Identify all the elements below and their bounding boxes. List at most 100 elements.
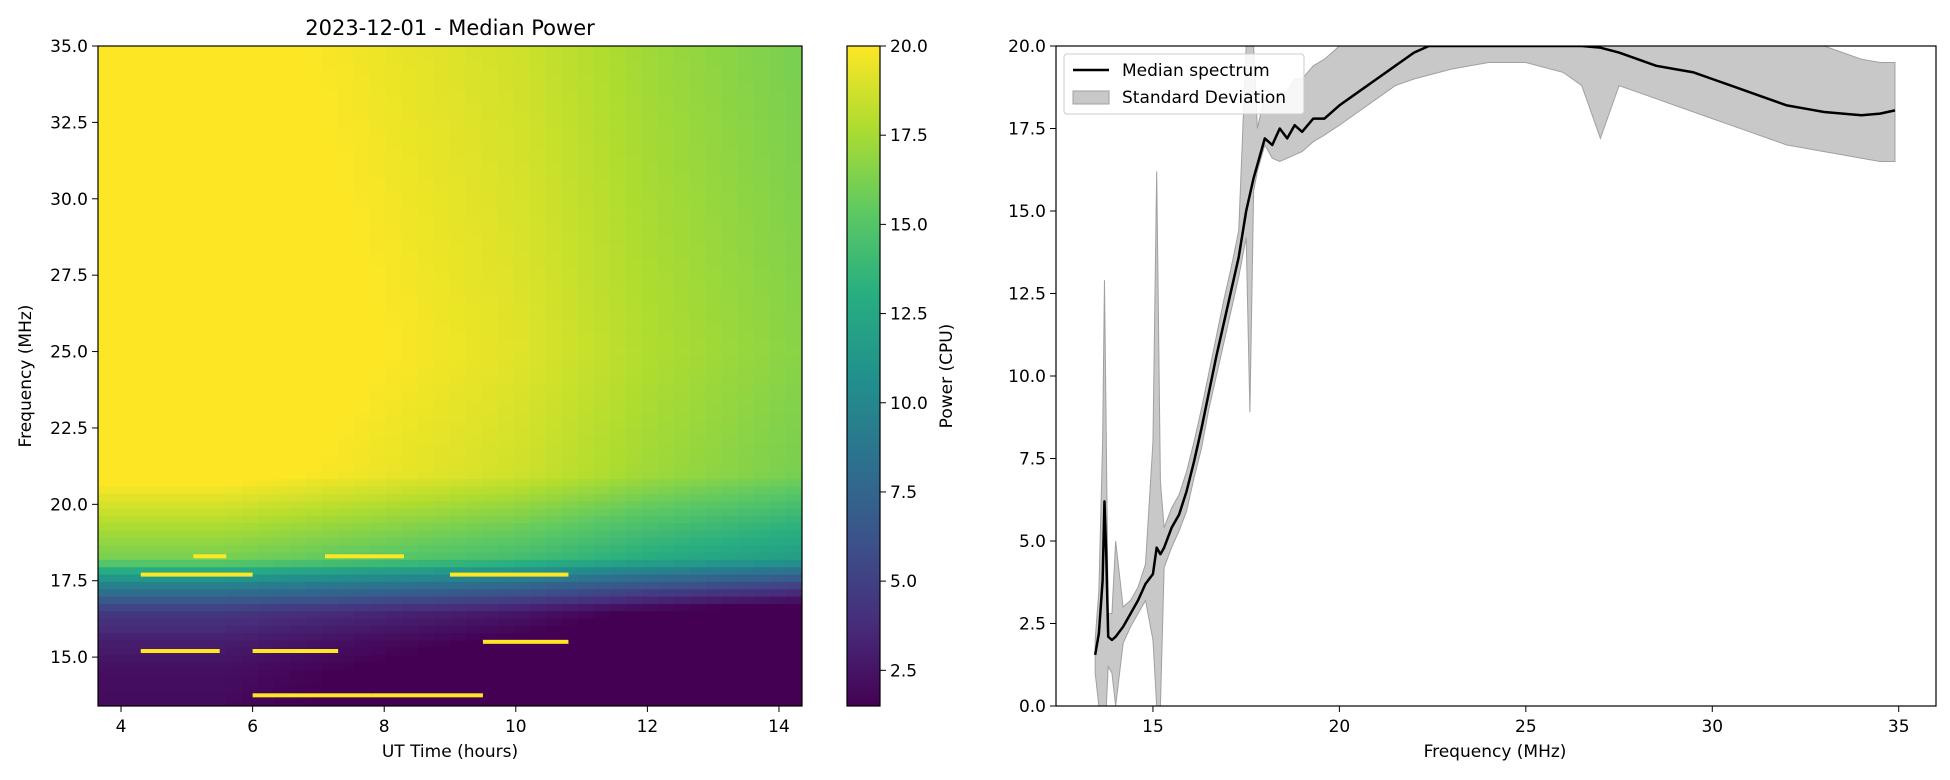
heatmap-cell: [754, 596, 771, 604]
heatmap-cell: [594, 178, 611, 186]
heatmap-cell: [498, 603, 515, 611]
heatmap-cell: [546, 97, 563, 105]
heatmap-cell: [690, 552, 707, 560]
heatmap-cell: [514, 251, 531, 259]
heatmap-cell: [402, 391, 419, 399]
heatmap-cell: [354, 383, 371, 391]
heatmap-cell: [306, 200, 323, 208]
heatmap-cell: [626, 552, 643, 560]
heatmap-cell: [690, 603, 707, 611]
heatmap-cell: [226, 391, 243, 399]
heatmap-cell: [578, 229, 595, 237]
heatmap-cell: [354, 295, 371, 303]
heatmap-cell: [274, 273, 291, 281]
heatmap-cell: [418, 383, 435, 391]
heatmap-cell: [386, 383, 403, 391]
heatmap-cell: [274, 237, 291, 245]
heatmap-cell: [594, 618, 611, 626]
heatmap-cell: [482, 420, 499, 428]
heatmap-cell: [594, 215, 611, 223]
heatmap-cell: [146, 618, 163, 626]
heatmap-cell: [674, 229, 691, 237]
heatmap-cell: [658, 376, 675, 384]
heatmap-cell: [498, 398, 515, 406]
heatmap-cell: [146, 222, 163, 230]
heatmap-cell: [706, 640, 723, 648]
heatmap-cell: [322, 640, 339, 648]
heatmap-cell: [226, 215, 243, 223]
heatmap-cell: [98, 405, 115, 413]
heatmap-cell: [530, 134, 547, 142]
heatmap-cell: [706, 347, 723, 355]
heatmap-cell: [354, 669, 371, 677]
heatmap-cell: [626, 97, 643, 105]
heatmap-cell: [466, 508, 483, 516]
heatmap-cell: [242, 332, 259, 340]
heatmap-cell: [514, 244, 531, 252]
heatmap-cell: [242, 376, 259, 384]
heatmap-cell: [258, 515, 275, 523]
heatmap-cell: [242, 618, 259, 626]
heatmap-cell: [210, 493, 227, 501]
heatmap-cell: [306, 640, 323, 648]
heatmap-cell: [210, 369, 227, 377]
heatmap-cell: [338, 266, 355, 274]
heatmap-cell: [402, 354, 419, 362]
heatmap-cell: [690, 457, 707, 465]
heatmap-cell: [674, 464, 691, 472]
heatmap-cell: [178, 317, 195, 325]
heatmap-cell: [642, 398, 659, 406]
heatmap-cell: [450, 515, 467, 523]
heatmap-cell: [722, 46, 739, 54]
heatmap-cell: [786, 369, 803, 377]
heatmap-cell: [706, 259, 723, 267]
heatmap-cell: [210, 625, 227, 633]
heatmap-cell: [594, 105, 611, 113]
heatmap-cell: [386, 647, 403, 655]
heatmap-cell: [610, 171, 627, 179]
heatmap-cell: [626, 611, 643, 619]
heatmap-cell: [562, 339, 579, 347]
heatmap-cell: [354, 75, 371, 83]
heatmap-cell: [674, 200, 691, 208]
heatmap-cell: [418, 83, 435, 91]
heatmap-cell: [658, 391, 675, 399]
heatmap-cell: [546, 398, 563, 406]
heatmap-cell: [274, 457, 291, 465]
heatmap-cell: [306, 112, 323, 120]
heatmap-cell: [722, 141, 739, 149]
heatmap-cell: [130, 61, 147, 69]
heatmap-cell: [530, 464, 547, 472]
heatmap-cell: [642, 449, 659, 457]
heatmap-cell: [354, 493, 371, 501]
heatmap-cell: [514, 493, 531, 501]
heatmap-cell: [610, 185, 627, 193]
heatmap-cell: [610, 163, 627, 171]
heatmap-cell: [626, 457, 643, 465]
heatmap-cell: [114, 193, 131, 201]
heatmap-cell: [258, 574, 275, 582]
heatmap-cell: [274, 332, 291, 340]
heatmap-cell: [322, 237, 339, 245]
heatmap-cell: [498, 647, 515, 655]
heatmap-cell: [626, 603, 643, 611]
heatmap-cell: [626, 222, 643, 230]
heatmap-cell: [114, 229, 131, 237]
heatmap-cell: [674, 501, 691, 509]
heatmap-cell: [498, 677, 515, 685]
heatmap-cell: [498, 669, 515, 677]
heatmap-cell: [114, 523, 131, 531]
heatmap-cell: [722, 376, 739, 384]
heatmap-cell: [626, 317, 643, 325]
heatmap-cell: [594, 97, 611, 105]
heatmap-cell: [450, 61, 467, 69]
heatmap-cell: [706, 383, 723, 391]
heatmap-cell: [322, 149, 339, 157]
heatmap-cell: [386, 391, 403, 399]
heatmap-cell: [306, 420, 323, 428]
heatmap-panel: 2023-12-01 - Median Power 4 6 8 10 12 14 15.0…: [16, 16, 803, 762]
heatmap-cell: [434, 530, 451, 538]
heatmap-cell: [338, 303, 355, 311]
heatmap-cell: [146, 464, 163, 472]
heatmap-cell: [594, 266, 611, 274]
